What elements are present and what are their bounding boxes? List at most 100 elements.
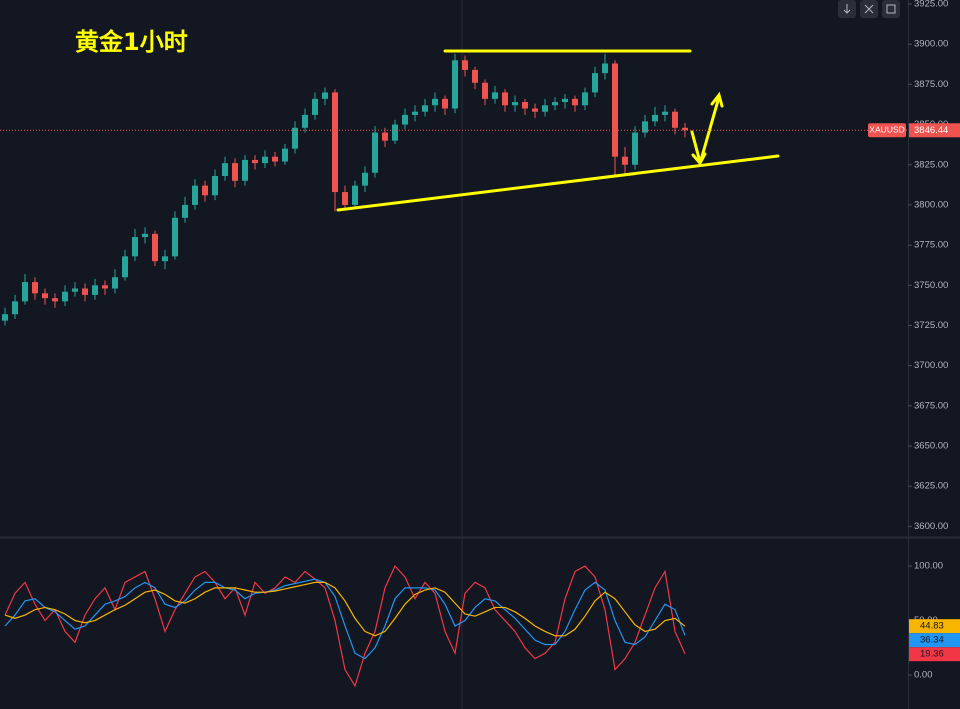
candle-body (162, 256, 168, 262)
candle-body (392, 124, 398, 141)
candle-body (212, 175, 218, 196)
candle-body (352, 185, 358, 205)
y-tick-label: 3650.00 (914, 441, 948, 452)
candle-body (672, 111, 678, 128)
candle-body (512, 102, 518, 106)
icon (843, 4, 851, 14)
candle-body (22, 282, 28, 302)
candle-body (632, 132, 638, 165)
y-tick-label: 3800.00 (914, 199, 948, 210)
candle-body (82, 288, 88, 295)
candle-body (42, 293, 48, 299)
candle-body (652, 114, 658, 122)
candle-body (112, 277, 118, 289)
value-label: 44.83 (920, 621, 944, 632)
candle-body (362, 172, 368, 186)
candle-body (542, 105, 548, 112)
candle-body (222, 163, 228, 176)
candle-body (412, 111, 418, 115)
candle-body (642, 121, 648, 133)
candle-body (32, 282, 38, 294)
y-tick-label: 3875.00 (914, 79, 948, 90)
candle-body (302, 114, 308, 128)
chart-title: 黄金1小时 (75, 28, 188, 56)
candle-body (662, 111, 668, 115)
candle-body (62, 291, 68, 302)
y-tick-label: 3675.00 (914, 400, 948, 411)
value-label: 36.34 (920, 635, 944, 646)
y-tick-label: 3725.00 (914, 320, 948, 331)
candle-body (502, 92, 508, 106)
candle-body (242, 159, 248, 181)
price-box (909, 123, 960, 138)
candle-body (122, 256, 128, 278)
arrow-up (699, 95, 721, 162)
candle-body (12, 301, 18, 315)
support-line (336, 154, 780, 212)
candle-body (342, 192, 348, 205)
candle-body (442, 98, 448, 109)
y-tick-label: 3925.00 (914, 0, 948, 10)
candle-body (602, 63, 608, 74)
candle-body (142, 233, 148, 238)
symbol-box (868, 123, 906, 138)
candle-body (582, 92, 588, 106)
value-box (909, 619, 960, 634)
candle-body (272, 156, 278, 162)
y-tick-label: 3750.00 (914, 280, 948, 291)
price-label: 3846.44 (914, 125, 948, 136)
candle-body (572, 98, 578, 106)
button[interactable] (882, 0, 900, 18)
toolbar (838, 0, 900, 18)
indicator-line (4, 581, 686, 637)
candle-body (182, 204, 188, 218)
candle-body (482, 82, 488, 99)
arrow-down (690, 130, 702, 164)
value-label: 19.36 (920, 649, 944, 660)
candle-body (282, 148, 288, 162)
icon (864, 4, 874, 14)
candle-body (622, 156, 628, 165)
candle-body (422, 105, 428, 112)
arrow-head (710, 91, 724, 108)
y-tick-label: 3900.00 (914, 39, 948, 50)
y-tick-label: 3625.00 (914, 481, 948, 492)
candle-body (332, 92, 338, 193)
candle-body (172, 217, 178, 257)
y-tick-label: 0.00 (914, 670, 933, 681)
candle-body (92, 285, 98, 295)
candle-body (552, 102, 558, 106)
candle-body (2, 314, 8, 321)
candle-body (462, 60, 468, 70)
candle-body (52, 298, 58, 302)
candle-body (322, 92, 328, 99)
candle-body (132, 237, 138, 257)
y-tick-label: 3700.00 (914, 360, 948, 371)
candle-body (592, 73, 598, 93)
candle-body (232, 163, 238, 181)
candle-body (102, 285, 108, 289)
value-box (909, 647, 960, 662)
y-tick-label: 100.00 (914, 561, 943, 572)
candle-body (252, 159, 258, 164)
candle-body (382, 132, 388, 141)
candle-body (262, 156, 268, 164)
icon (886, 4, 896, 14)
y-tick-label: 3600.00 (914, 521, 948, 532)
candle-body (72, 288, 78, 292)
candle-body (202, 185, 208, 196)
candle-body (472, 69, 478, 83)
candle-body (532, 108, 538, 112)
symbol-label: XAUUSD (869, 125, 904, 135)
candle-body (522, 102, 528, 109)
candle-body (192, 185, 198, 205)
candle-body (562, 98, 568, 103)
candle-body (612, 63, 618, 157)
y-tick-label: 3825.00 (914, 159, 948, 170)
candle-body (682, 127, 688, 131)
candle-body (402, 114, 408, 125)
candle-body (372, 132, 378, 173)
candle-body (432, 98, 438, 106)
drawings (336, 49, 780, 212)
